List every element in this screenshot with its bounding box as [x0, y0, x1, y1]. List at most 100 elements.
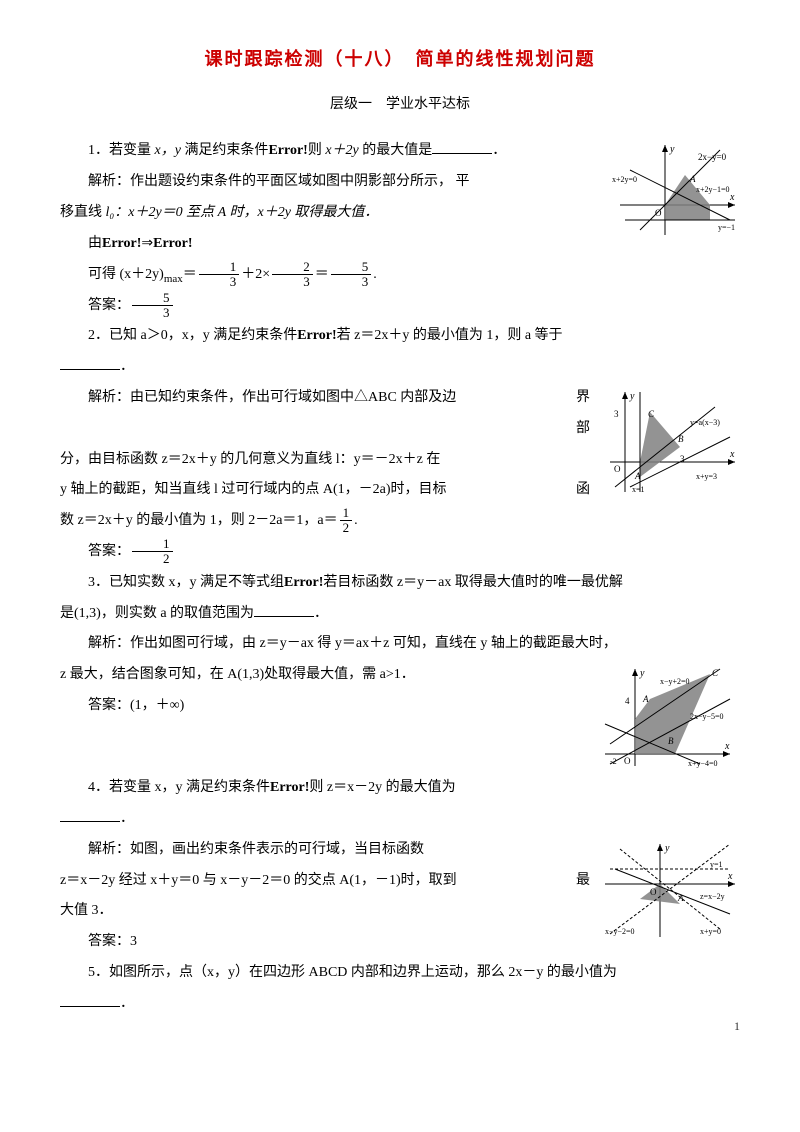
text: 可得 (x＋2y)	[88, 267, 164, 282]
text: y 轴上的截距，知当直线 l 过可行域内的点 A(1，－2a)时，目标	[60, 482, 447, 497]
svg-text:x: x	[724, 741, 730, 752]
text: 是(1,3)，则实数 a 的取值范围为	[60, 606, 254, 621]
text: 函	[576, 475, 590, 506]
q2-sol-line4: 数 z＝2x＋y 的最小值为 1，则 2－2a＝1，a＝12.	[60, 506, 740, 537]
text: 则 z＝x－2y 的最大值为	[309, 780, 455, 795]
text: 数 z＝2x＋y 的最小值为 1，则 2－2a＝1，a＝	[60, 513, 338, 528]
q2-answer: 答案：12	[60, 537, 740, 568]
fraction: 12	[132, 537, 173, 567]
svg-text:O: O	[650, 887, 657, 897]
text: ＝	[315, 267, 329, 282]
text: .	[354, 513, 358, 528]
svg-text:C: C	[712, 668, 719, 678]
fraction: 53	[331, 260, 372, 290]
text: 部	[576, 421, 590, 436]
text: 移直线	[60, 205, 106, 220]
blank	[60, 355, 120, 370]
svg-text:x+2y=0: x+2y=0	[612, 175, 637, 184]
text: 答案：	[88, 544, 130, 559]
svg-text:2x−y−5=0: 2x−y−5=0	[690, 712, 724, 721]
svg-text:B: B	[668, 736, 674, 746]
text: 若 z＝2x＋y 的最小值为 1，则 a 等于	[337, 328, 563, 343]
svg-text:x−y−2=0: x−y−2=0	[605, 927, 635, 936]
q1-figure: x y O 2x−y=0 A x+2y−1=0 x+2y=0 y=−1	[610, 140, 740, 240]
text: 界	[548, 383, 590, 414]
svg-text:y: y	[629, 391, 635, 402]
text: z＝x－2y 经过 x＋y＝0 与 x－y－2＝0 的交点 A(1，－1)时，取…	[60, 873, 457, 888]
q2-stem: 2．已知 a＞0，x，y 满足约束条件Error!若 z＝2x＋y 的最小值为 …	[60, 321, 740, 352]
q2-blank-line: ．	[60, 352, 740, 383]
blank	[254, 602, 314, 617]
svg-text:x+y=0: x+y=0	[700, 927, 721, 936]
text: 答案：	[88, 298, 130, 313]
error-text: Error!	[102, 236, 141, 251]
svg-text:B: B	[678, 434, 684, 444]
svg-text:x+y−4=0: x+y−4=0	[688, 759, 718, 768]
text: x＋2y	[325, 143, 362, 158]
svg-text:A: A	[677, 893, 684, 903]
q3-sol-line1: 解析：作出如图可行域，由 z＝y－ax 得 y＝ax＋z 可知，直线在 y 轴上…	[60, 629, 740, 660]
q1-solution-line4: 可得 (x＋2y)max＝13＋2×23＝53.	[60, 260, 740, 291]
blank	[60, 807, 120, 822]
text: x，y	[155, 143, 185, 158]
error-text: Error!	[153, 236, 192, 251]
svg-text:y=a(x−3): y=a(x−3)	[690, 418, 720, 427]
text: ＝	[183, 267, 197, 282]
svg-text:A: A	[642, 694, 649, 704]
subscript: max	[164, 272, 183, 284]
svg-text:y: y	[639, 668, 645, 679]
svg-text:x+y=3: x+y=3	[696, 472, 717, 481]
fraction: 53	[132, 291, 173, 321]
svg-text:A: A	[634, 471, 641, 481]
fraction: 13	[199, 260, 240, 290]
q5-stem: 5．如图所示，点（x，y）在四边形 ABCD 内部和边界上运动，那么 2x－y …	[60, 958, 740, 989]
text: 3．已知实数 x，y 满足不等式组	[88, 575, 284, 590]
text: 解析：作出题设约束条件的平面区域如图中阴影部分所示，	[88, 174, 452, 189]
svg-text:3: 3	[614, 409, 619, 419]
svg-text:4: 4	[625, 696, 630, 706]
text: z 最大，结合图象可知，在 A(1,3)处取得最大值，需 a>1．	[60, 667, 415, 682]
svg-text:y=−1: y=−1	[718, 223, 735, 232]
doc-subtitle: 层级一 学业水平达标	[60, 90, 740, 121]
q5-blank: ．	[60, 989, 740, 1020]
error-text: Error!	[297, 328, 336, 343]
svg-text:x−y+2=0: x−y+2=0	[660, 677, 690, 686]
text: 则	[308, 143, 326, 158]
text: 平	[456, 174, 480, 189]
q4-stem: 4．若变量 x，y 满足约束条件Error!则 z＝x－2y 的最大值为	[60, 773, 740, 804]
svg-text:O: O	[624, 756, 631, 766]
fraction: 12	[340, 506, 353, 536]
text: 答案：(1，＋∞)	[88, 698, 184, 713]
fraction: 23	[272, 260, 313, 290]
blank	[60, 992, 120, 1007]
text: ＋2×	[241, 267, 270, 282]
svg-text:z=x−2y: z=x−2y	[700, 892, 725, 901]
svg-text:A: A	[689, 174, 696, 184]
svg-text:y: y	[669, 144, 675, 155]
svg-text:x: x	[729, 449, 735, 460]
text: 大值 3．	[60, 903, 113, 918]
q3-stem: 3．已知实数 x，y 满足不等式组Error!若目标函数 z＝y－ax 取得最大…	[60, 568, 740, 599]
doc-title: 课时跟踪检测（十八） 简单的线性规划问题	[60, 40, 740, 80]
svg-text:2x−y=0: 2x−y=0	[698, 152, 727, 162]
text: 4．若变量 x，y 满足约束条件	[88, 780, 270, 795]
text: 答案：3	[88, 934, 137, 949]
text: 由	[88, 236, 102, 251]
text: ⇒	[141, 236, 153, 251]
q1-answer: 答案：53	[60, 291, 740, 322]
svg-text:x: x	[727, 871, 733, 882]
svg-text:-2: -2	[610, 757, 617, 766]
text: 解析：作出如图可行域，由 z＝y－ax 得 y＝ax＋z 可知，直线在 y 轴上…	[88, 636, 617, 651]
text: 满足约束条件	[184, 143, 268, 158]
q2-figure: x y O 3 C B A 3 y=a(x−3) x+y=3 x=1	[600, 387, 740, 497]
text: 2．已知 a＞0，x，y 满足约束条件	[88, 328, 297, 343]
blank	[432, 139, 492, 154]
text: l₀：x＋2y＝0 至点 A 时，x＋2y 取得最大值．	[106, 205, 379, 220]
q3-figure: x y O A 4 B -2 C x−y+2=0 2x−y−5=0 x+y−4=…	[600, 664, 740, 769]
text: 5．如图所示，点（x，y）在四边形 ABCD 内部和边界上运动，那么 2x－y …	[88, 965, 617, 980]
text: 的最大值是	[362, 143, 432, 158]
q4-figure: x y O A y=1 z=x−2y x+y=0 x−y−2=0	[600, 839, 740, 939]
svg-text:x=1: x=1	[632, 485, 645, 494]
svg-text:3: 3	[680, 454, 685, 464]
svg-text:O: O	[655, 208, 662, 218]
